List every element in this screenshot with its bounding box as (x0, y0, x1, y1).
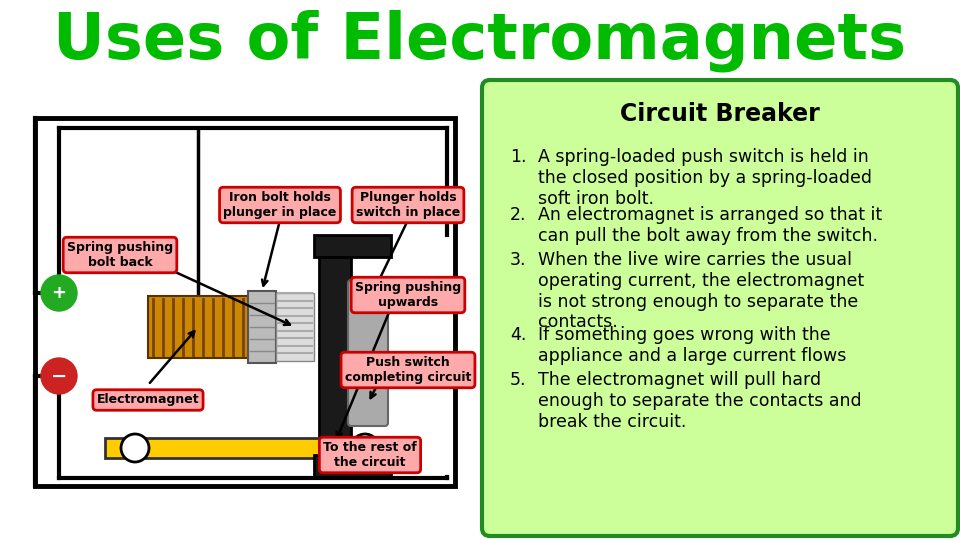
Text: Spring pushing
bolt back: Spring pushing bolt back (67, 241, 173, 269)
Text: If something goes wrong with the
appliance and a large current flows: If something goes wrong with the applian… (538, 326, 847, 365)
Text: When the live wire carries the usual
operating current, the electromagnet
is not: When the live wire carries the usual ope… (538, 251, 864, 332)
Text: Push switch
completing circuit: Push switch completing circuit (345, 356, 471, 384)
Text: An electromagnet is arranged so that it
can pull the bolt away from the switch.: An electromagnet is arranged so that it … (538, 206, 882, 245)
Circle shape (121, 434, 149, 462)
Text: Iron bolt holds
plunger in place: Iron bolt holds plunger in place (224, 191, 337, 219)
Bar (105, 438, 415, 458)
Text: Plunger holds
switch in place: Plunger holds switch in place (356, 191, 460, 219)
Bar (314, 235, 391, 257)
Text: Circuit Breaker: Circuit Breaker (620, 102, 820, 126)
FancyBboxPatch shape (482, 80, 958, 536)
Bar (319, 253, 351, 473)
Text: −: − (51, 367, 67, 386)
Bar (276, 293, 314, 361)
Text: 3.: 3. (510, 251, 526, 269)
Text: 2.: 2. (510, 206, 526, 224)
Text: 1.: 1. (510, 148, 526, 166)
Text: 5.: 5. (510, 371, 526, 389)
Text: 4.: 4. (510, 326, 526, 344)
Text: Uses of Electromagnets: Uses of Electromagnets (54, 10, 906, 72)
Bar (148, 296, 248, 358)
Text: Electromagnet: Electromagnet (97, 394, 200, 407)
Circle shape (351, 434, 379, 462)
Text: A spring-loaded push switch is held in
the closed position by a spring-loaded
so: A spring-loaded push switch is held in t… (538, 148, 872, 207)
Text: The electromagnet will pull hard
enough to separate the contacts and
break the c: The electromagnet will pull hard enough … (538, 371, 862, 430)
Text: +: + (52, 284, 66, 302)
Bar (248, 291, 276, 363)
Bar (314, 455, 391, 477)
Bar (35, 118, 455, 486)
Text: To the rest of
the circuit: To the rest of the circuit (324, 441, 417, 469)
Circle shape (41, 275, 77, 311)
Text: Spring pushing
upwards: Spring pushing upwards (355, 281, 461, 309)
FancyBboxPatch shape (348, 280, 388, 426)
Circle shape (41, 358, 77, 394)
